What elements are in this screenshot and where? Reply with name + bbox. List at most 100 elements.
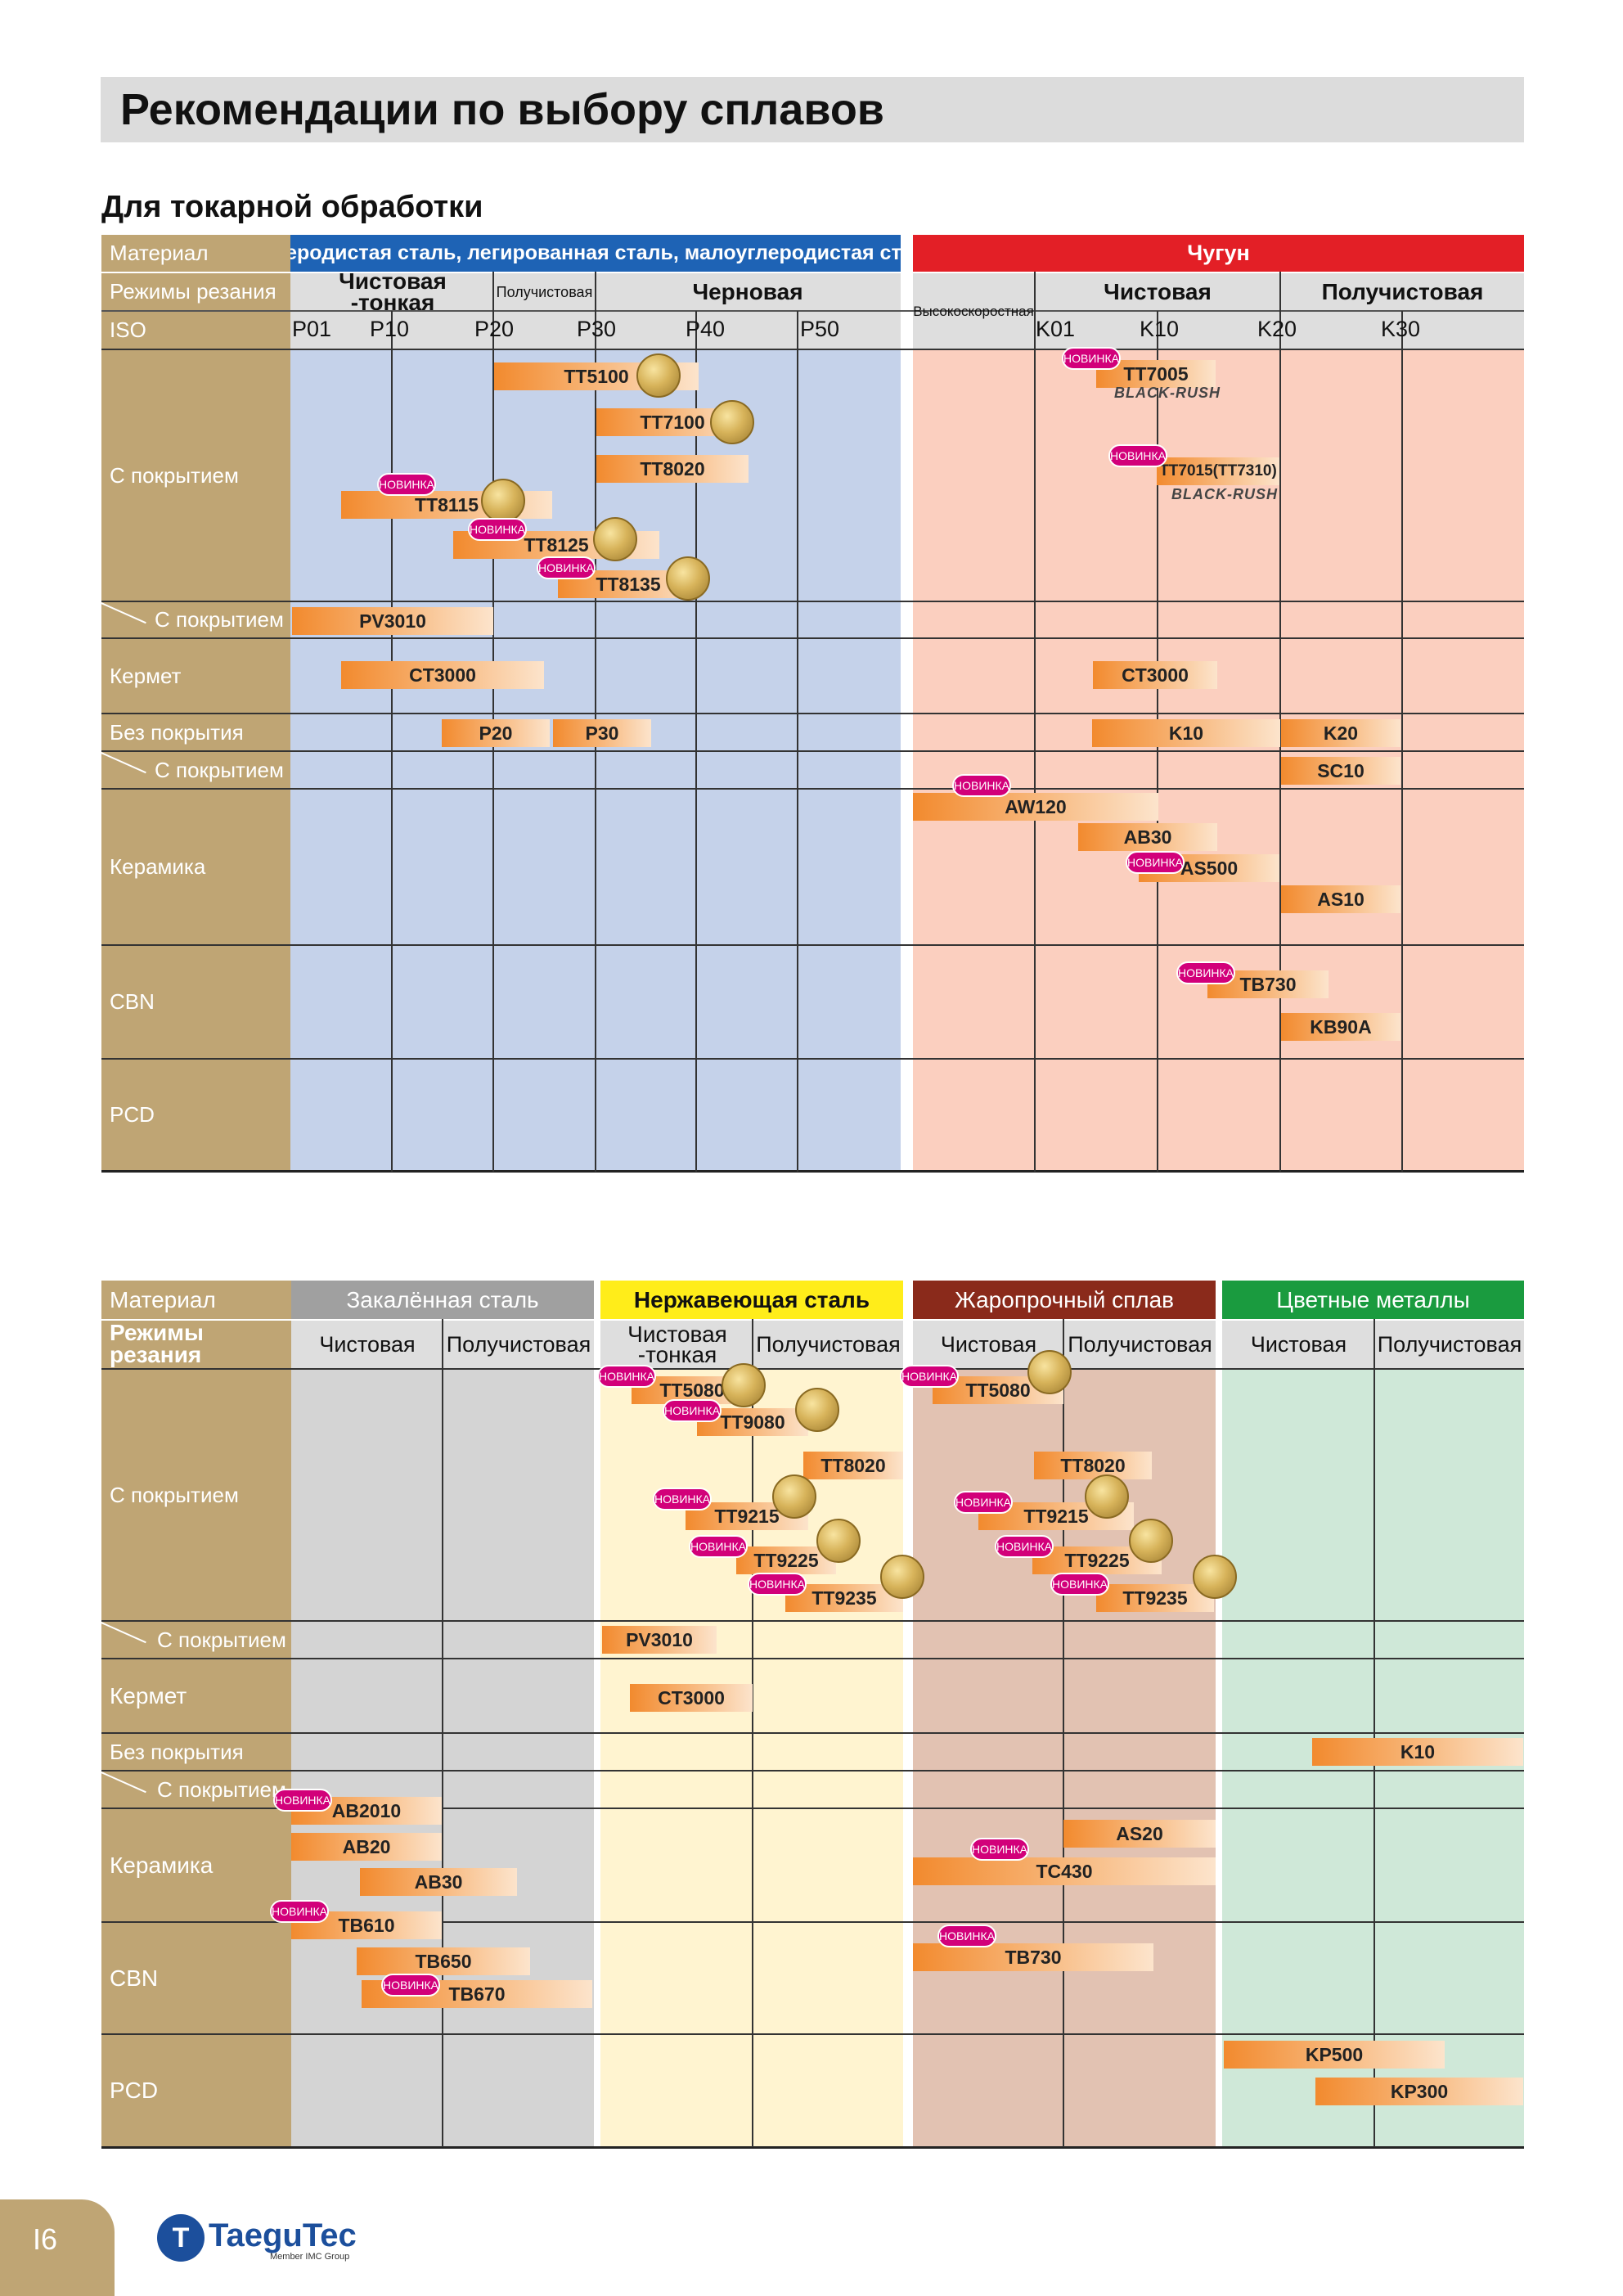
iso-label: P20 (474, 317, 515, 341)
grade-bar: TC430 (913, 1857, 1216, 1885)
row-label-material: Материал (110, 241, 209, 265)
insert-image (666, 556, 710, 601)
iso-label: K01 (1036, 317, 1076, 341)
new-badge: НОВИНКА (1050, 1573, 1109, 1596)
nonferrous-finishing: Чистовая (1250, 1331, 1347, 1357)
new-badge: НОВИНКА (995, 1535, 1054, 1558)
new-badge: НОВИНКА (1062, 347, 1121, 370)
black-rush-logo: BLACK-RUSH (1114, 385, 1221, 401)
row-label-iso: ISO (110, 317, 146, 342)
grid-line (1401, 311, 1403, 1172)
table-turning-steel-iron: Углеродистая сталь, легированная сталь, … (101, 235, 1524, 1173)
heat-header: Жаропрочный сплав (913, 1281, 1216, 1319)
insert-image (1085, 1474, 1129, 1519)
grade-bar: TT9235 (1096, 1584, 1214, 1612)
row-label-column (101, 1281, 291, 2149)
new-badge: НОВИНКА (597, 1365, 656, 1388)
insert-image (1027, 1350, 1072, 1394)
grid-line (1373, 1319, 1375, 2147)
divider (101, 2033, 1524, 2035)
divider (101, 1732, 1524, 1734)
row-label-cermet-coated: С покрытием (155, 607, 284, 632)
heat-panel (913, 1281, 1216, 2149)
iso-label: P50 (800, 317, 840, 341)
steel-semi: Получистовая (496, 283, 593, 300)
iron-header: Чугун (913, 235, 1524, 272)
grid-line (391, 311, 393, 1172)
insert-image (772, 1474, 816, 1519)
grade-bar: KP500 (1224, 2041, 1445, 2069)
new-badge: НОВИНКА (468, 518, 527, 541)
row-label-uncoated: Без покрытия (110, 719, 244, 745)
taegutec-logo-text: TaeguTec (209, 2217, 357, 2253)
nonferrous-panel (1222, 1281, 1524, 2149)
heat-semi: Получистовая (1068, 1331, 1212, 1357)
divider (101, 713, 1524, 714)
iso-label: K20 (1257, 317, 1297, 341)
new-badge: НОВИНКА (381, 1974, 440, 1997)
row-label-uncoated: Без покрытия (110, 1739, 244, 1764)
insert-image (816, 1519, 861, 1563)
insert-image (1129, 1519, 1173, 1563)
divider (101, 310, 1524, 312)
divider (101, 788, 1524, 790)
new-badge: НОВИНКА (952, 774, 1011, 797)
new-badge: НОВИНКА (937, 1925, 996, 1947)
grade-bar: CT3000 (630, 1684, 753, 1712)
row-label-cbn: CBN (110, 989, 155, 1014)
table-turning-special-materials: Закалённая сталь Нержавеющая сталь Жароп… (101, 1281, 1524, 2149)
grade-bar: AW120 (913, 793, 1158, 821)
grid-line (1063, 1319, 1064, 2147)
iso-label: P01 (292, 317, 332, 341)
grade-bar: P20 (442, 719, 550, 747)
iso-label: K10 (1140, 317, 1180, 341)
logo-subtitle: Member IMC Group (270, 2252, 350, 2262)
grade-bar: PV3010 (292, 607, 493, 635)
grade-bar: AB20 (291, 1833, 442, 1861)
row-label-column (101, 235, 290, 1173)
divider (101, 1368, 1524, 1370)
divider (101, 944, 1524, 946)
iso-label: P10 (370, 317, 410, 341)
divider (101, 601, 1524, 602)
grid-line (1034, 272, 1036, 1172)
iso-label: P30 (577, 317, 617, 341)
page-number: I6 (33, 2222, 58, 2256)
divider (101, 1808, 1524, 1809)
steel-header: Углеродистая сталь, легированная сталь, … (290, 235, 901, 272)
row-label-pcd: PCD (110, 2078, 159, 2103)
row-label-cermet: Кермет (110, 663, 182, 688)
divider (101, 1770, 1524, 1772)
insert-image (795, 1388, 839, 1432)
row-label-cermet-coated: С покрытием (157, 1627, 286, 1652)
grade-bar: TB650 (357, 1947, 530, 1975)
iron-panel (913, 235, 1524, 1173)
row-label-cermet: Кермет (110, 1682, 187, 1708)
insert-image (593, 517, 637, 561)
new-badge: НОВИНКА (689, 1535, 748, 1558)
grade-bar: KB90A (1281, 1013, 1400, 1041)
row-label-ceramic-coated: С покрытием (157, 1776, 286, 1802)
row-label-ceramic-coated: С покрытием (155, 757, 284, 782)
divider (101, 1658, 1524, 1659)
insert-image (481, 479, 525, 523)
grade-bar: TT7100 (596, 408, 749, 436)
new-badge: НОВИНКА (1126, 851, 1185, 874)
grade-bar: TT7015(TT7310) (1157, 457, 1279, 485)
grade-bar: TB730 (913, 1943, 1153, 1971)
row-label-coated: С покрытием (110, 1482, 239, 1507)
iron-finishing: Чистовая (1104, 278, 1212, 304)
hardened-finishing: Чистовая (319, 1331, 416, 1357)
row-label-ceramic: Керамика (110, 854, 206, 879)
grade-bar: AS10 (1281, 885, 1400, 913)
insert-image (636, 353, 681, 398)
grade-bar: TB610 (291, 1911, 442, 1939)
divider (101, 1319, 1524, 1321)
new-badge: НОВИНКА (970, 1838, 1029, 1861)
black-rush-logo: BLACK-RUSH (1171, 486, 1278, 502)
row-label-material: Материал (110, 1286, 216, 1312)
nonferrous-semi: Получистовая (1377, 1331, 1522, 1357)
new-badge: НОВИНКА (663, 1399, 722, 1422)
steel-rough: Черновая (692, 278, 803, 304)
grade-bar: PV3010 (602, 1626, 717, 1654)
